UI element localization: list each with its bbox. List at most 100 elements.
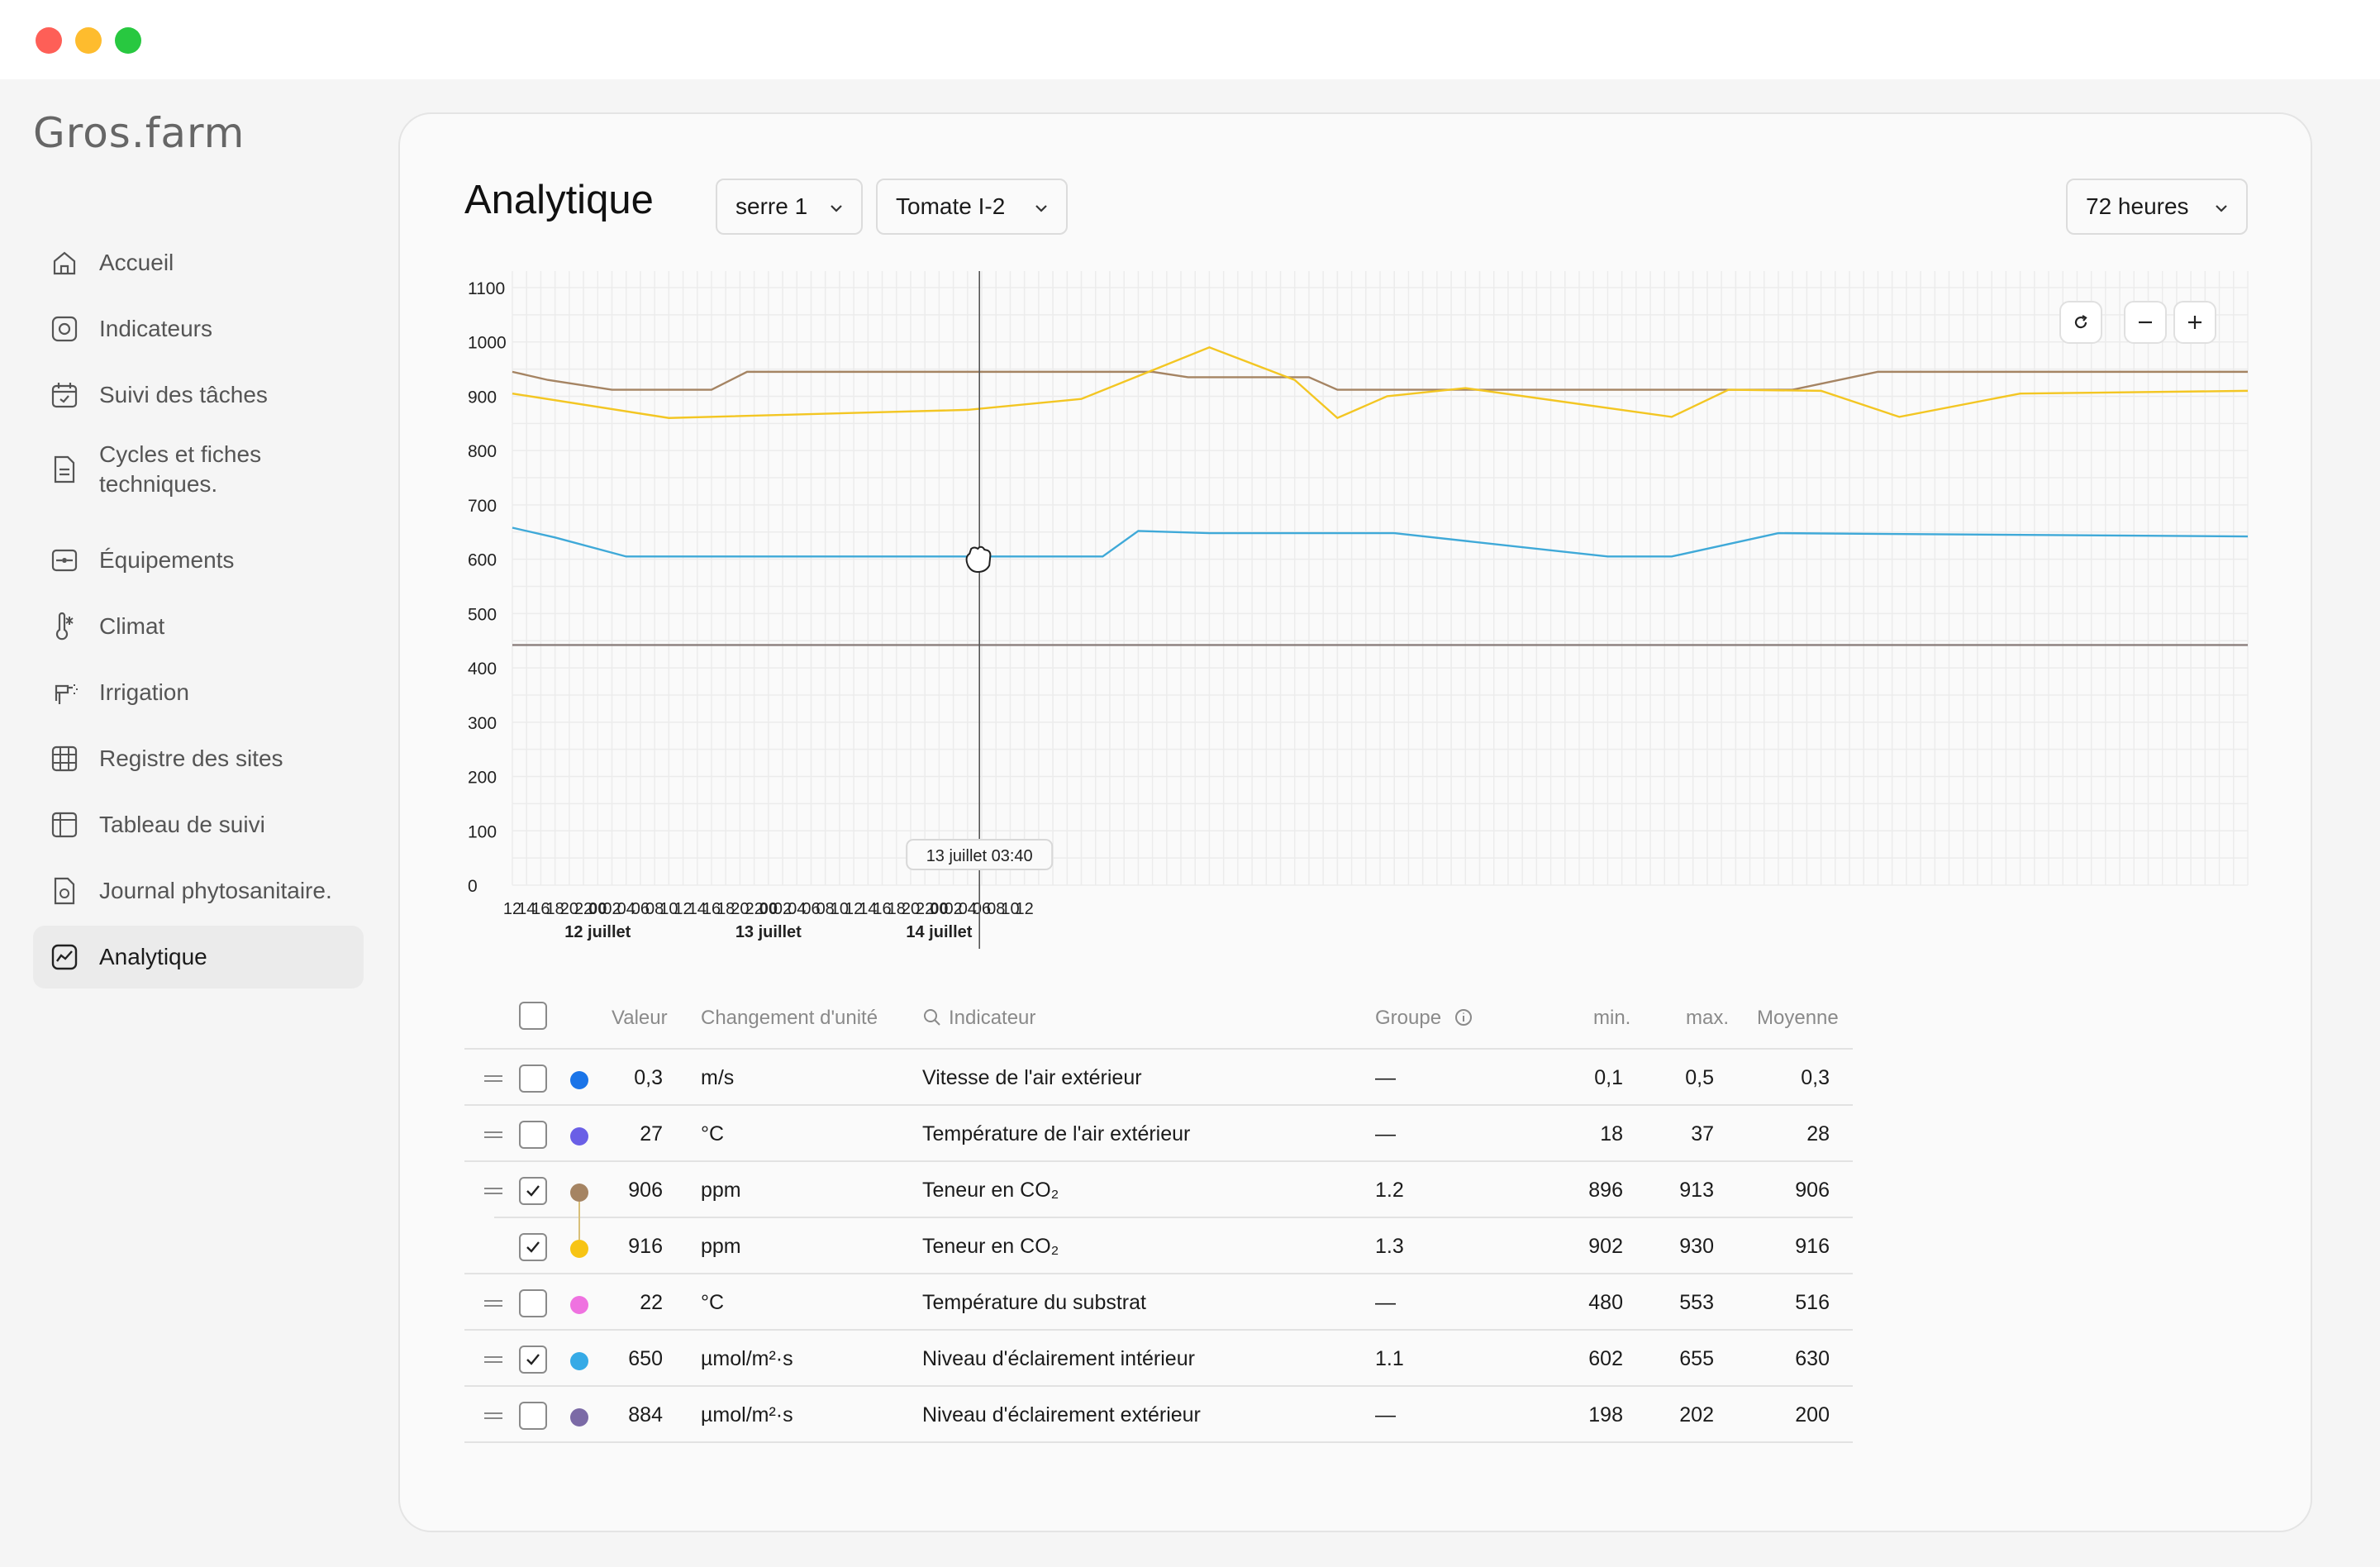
table-row[interactable]: 27 °C Température de l'air extérieur — 18 37 2… [464, 1106, 1853, 1162]
maximize-window-button[interactable] [115, 27, 141, 54]
crop-select[interactable]: Tomate I-2 [876, 179, 1068, 235]
x-tick-label: 20 [902, 900, 920, 918]
cell-unit[interactable]: µmol/m²·s [701, 1403, 793, 1426]
cell-unit[interactable]: °C [701, 1291, 725, 1314]
drag-handle-icon[interactable] [484, 1129, 502, 1141]
minimize-window-button[interactable] [75, 27, 102, 54]
series-line-1 [512, 370, 2248, 391]
sidebar-item-label: Indicateurs [99, 316, 212, 341]
zoom-in-button[interactable] [2173, 301, 2216, 344]
cell-unit[interactable]: ppm [701, 1235, 741, 1258]
x-tick-label: 02 [774, 900, 792, 918]
x-tick-label: 20 [731, 900, 749, 918]
cell-mean: 630 [1795, 1347, 1830, 1370]
sidebar-item-suivi-des-taches[interactable]: Suivi des tâches [33, 364, 364, 426]
table-row[interactable]: 916 ppm Teneur en CO₂ 1.3 902 930 916 [464, 1218, 1853, 1274]
sidebar-item-indicateurs[interactable]: Indicateurs [33, 298, 364, 360]
cell-unit[interactable]: ppm [701, 1179, 741, 1202]
cell-mean: 906 [1795, 1179, 1830, 1202]
series-color-dot [570, 1184, 588, 1202]
x-day-label: 13 juillet [735, 923, 802, 941]
table-row[interactable]: 884 µmol/m²·s Niveau d'éclairement extérie… [464, 1387, 1853, 1443]
cell-min: 602 [1588, 1347, 1623, 1370]
header-mean[interactable]: Moyenne [1757, 1007, 1839, 1029]
greenhouse-select[interactable]: serre 1 [716, 179, 863, 235]
document-icon [48, 453, 81, 486]
table-header: Valeur Changement d'unité Indicateur Gro… [464, 984, 1853, 1050]
table-row[interactable]: 906 ppm Teneur en CO₂ 1.2 896 913 906 [484, 1162, 1853, 1218]
drag-handle-icon[interactable] [484, 1298, 502, 1309]
drag-handle-icon[interactable] [484, 1073, 502, 1084]
x-tick-label: 10 [831, 900, 849, 918]
series-color-dot [570, 1352, 588, 1370]
header-value[interactable]: Valeur [612, 1007, 668, 1029]
cell-unit[interactable]: µmol/m²·s [701, 1347, 793, 1370]
sidebar-item-journal-phytosanitaire[interactable]: Journal phytosanitaire. [33, 860, 364, 922]
analytics-line-chart[interactable]: 0100200300400500600700800900100011001214… [400, 114, 2314, 990]
sidebar-item-tableau-de-suivi[interactable]: Tableau de suivi [33, 793, 364, 856]
x-tick-label: 00 [759, 900, 778, 918]
close-window-button[interactable] [36, 27, 62, 54]
table-row[interactable]: 650 µmol/m²·s Niveau d'éclairement intérie… [464, 1331, 1853, 1387]
sidebar-item-accueil[interactable]: Accueil [33, 231, 364, 294]
cell-value: 22 [640, 1291, 663, 1314]
header-max[interactable]: max. [1686, 1007, 1730, 1029]
drag-handle-icon[interactable] [484, 1185, 502, 1197]
irrigation-icon [48, 676, 81, 709]
row-checkbox[interactable] [519, 1177, 547, 1205]
row-checkbox[interactable] [519, 1289, 547, 1317]
cell-group: 1.1 [1375, 1347, 1404, 1370]
table-row[interactable]: 22 °C Température du substrat — 480 553 516 [464, 1274, 1853, 1331]
cell-min: 902 [1588, 1235, 1623, 1258]
cell-max: 0,5 [1685, 1066, 1714, 1089]
chevron-down-icon [1035, 205, 1047, 212]
cell-indicator: Vitesse de l'air extérieur [922, 1066, 1142, 1089]
x-tick-label: 00 [588, 900, 607, 918]
table-row[interactable]: 0,3 m/s Vitesse de l'air extérieur — 0,1 0,5 0… [464, 1050, 1853, 1106]
time-range-select[interactable]: 72 heures [2066, 179, 2248, 235]
cell-group: — [1375, 1291, 1396, 1314]
sidebar-item-label: Cycles et fiches techniques. [99, 441, 262, 497]
sidebar-item-analytique[interactable]: Analytique [33, 926, 364, 988]
drag-handle-icon[interactable] [484, 1410, 502, 1422]
row-checkbox[interactable] [519, 1121, 547, 1149]
row-checkbox[interactable] [519, 1233, 547, 1261]
sidebar-item-climat[interactable]: Climat [33, 595, 364, 658]
header-min[interactable]: min. [1593, 1007, 1631, 1029]
y-tick-label: 200 [468, 769, 497, 788]
sidebar-item-irrigation[interactable]: Irrigation [33, 661, 364, 724]
sidebar-item-registre-des-sites[interactable]: Registre des sites [33, 727, 364, 790]
checkmark-icon [526, 1241, 540, 1253]
zoom-out-button[interactable] [2124, 301, 2167, 344]
series-color-dot [570, 1408, 588, 1426]
home-icon [48, 246, 81, 279]
x-tick-label: 12 [674, 900, 692, 918]
row-checkbox[interactable] [519, 1065, 547, 1093]
cell-unit[interactable]: m/s [701, 1066, 735, 1089]
x-tick-label: 06 [802, 900, 820, 918]
window-titlebar [0, 0, 2380, 79]
app-logo: Gros.farm [33, 109, 245, 157]
header-unit[interactable]: Changement d'unité [701, 1007, 878, 1029]
x-tick-label: 10 [1001, 900, 1019, 918]
reset-zoom-button[interactable] [2059, 301, 2102, 344]
cell-group: 1.3 [1375, 1235, 1404, 1258]
header-indicator[interactable]: Indicateur [922, 1007, 1035, 1030]
row-checkbox[interactable] [519, 1402, 547, 1430]
cell-unit[interactable]: °C [701, 1122, 725, 1145]
cell-value: 650 [628, 1347, 663, 1370]
crop-select-value: Tomate I-2 [896, 193, 1006, 219]
row-checkbox[interactable] [519, 1346, 547, 1374]
info-icon[interactable] [1454, 1007, 1473, 1027]
cell-max: 202 [1679, 1403, 1714, 1426]
header-group[interactable]: Groupe [1375, 1007, 1473, 1030]
cell-group: — [1375, 1403, 1396, 1426]
cell-value: 916 [628, 1235, 663, 1258]
drag-handle-icon[interactable] [484, 1354, 502, 1365]
sidebar-item-cycles-et-fiches-techniques[interactable]: Cycles et fiches techniques. [33, 430, 364, 509]
select-all-checkbox[interactable] [519, 1002, 547, 1030]
sidebar-item-label: Climat [99, 613, 165, 639]
cell-min: 896 [1588, 1179, 1623, 1202]
sidebar-item-equipements[interactable]: Équipements [33, 529, 364, 592]
series-color-dot [570, 1296, 588, 1314]
